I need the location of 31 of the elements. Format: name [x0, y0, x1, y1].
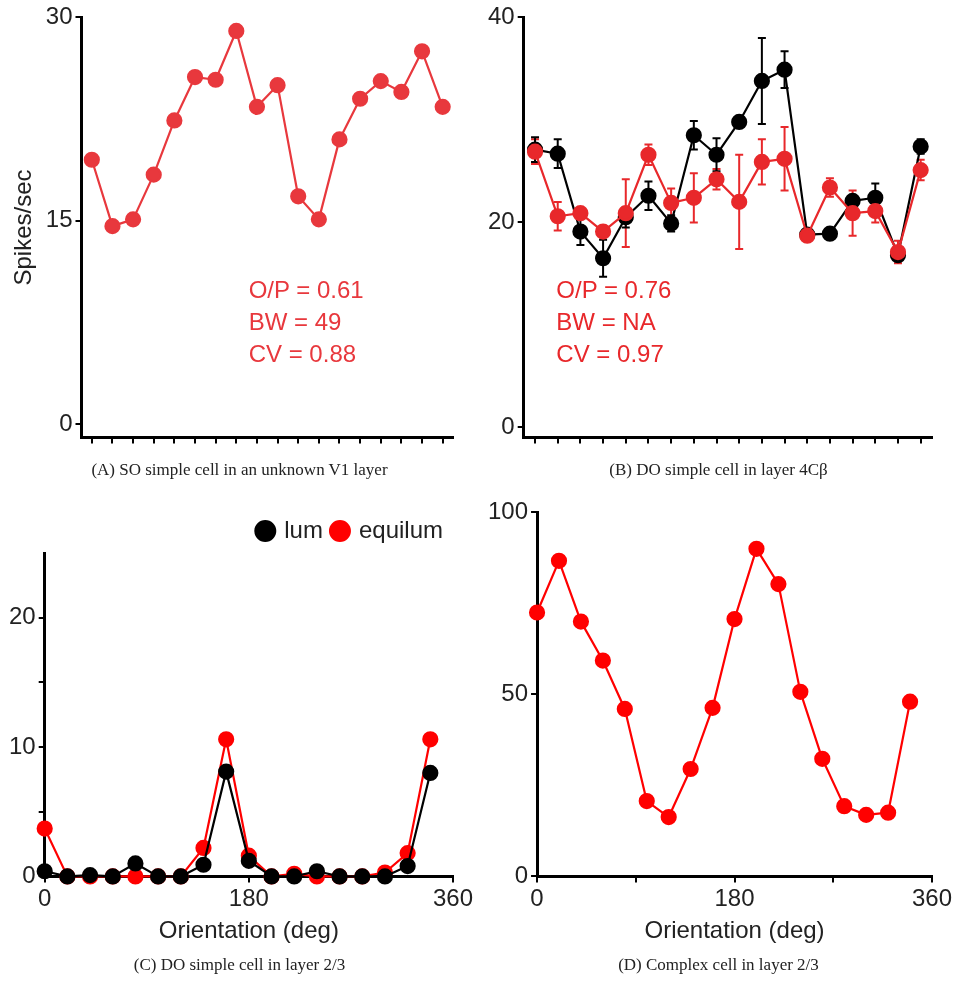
y-tick-label: 15	[45, 205, 73, 233]
text: (A) SO simple cell in an unknown V1 layer	[90, 459, 389, 481]
text: (C) DO simple cell in layer 2/3	[132, 954, 347, 976]
y-tick-label: 0	[59, 408, 73, 436]
text: (D) Complex cell in layer 2/3	[617, 954, 820, 976]
annotation: BW = NA	[556, 307, 656, 335]
annotation: O/P = 0.76	[556, 275, 672, 303]
y-tick-label: 40	[487, 2, 515, 30]
y-tick-label: 30	[45, 2, 73, 30]
y-tick-label: 20	[8, 602, 36, 630]
annotation: CV = 0.88	[248, 339, 357, 367]
x-axis-title: Orientation (deg)	[158, 916, 339, 944]
y-axis-title: Spikes/sec	[9, 169, 37, 286]
y-tick-label: 50	[501, 679, 529, 707]
y-tick-label: 10	[8, 731, 36, 759]
text: (B) DO simple cell in layer 4Cβ	[608, 459, 829, 481]
legend-label: lum	[284, 515, 323, 543]
x-tick-label: 180	[228, 884, 269, 912]
annotation: BW = 49	[248, 307, 342, 335]
y-tick-label: 100	[488, 497, 529, 525]
y-tick-label: 20	[487, 207, 515, 234]
x-tick-label: 360	[432, 884, 474, 912]
x-tick-label: 360	[911, 884, 953, 912]
y-tick-label: 0	[501, 411, 515, 439]
x-axis-title: Orientation (deg)	[644, 916, 825, 944]
legend-label: equilum	[358, 515, 443, 543]
annotation: O/P = 0.61	[248, 275, 364, 303]
y-tick-label: 0	[22, 861, 36, 889]
x-tick-label: 180	[714, 884, 755, 912]
y-tick-label: 0	[514, 861, 529, 889]
annotation: CV = 0.97	[556, 339, 664, 367]
